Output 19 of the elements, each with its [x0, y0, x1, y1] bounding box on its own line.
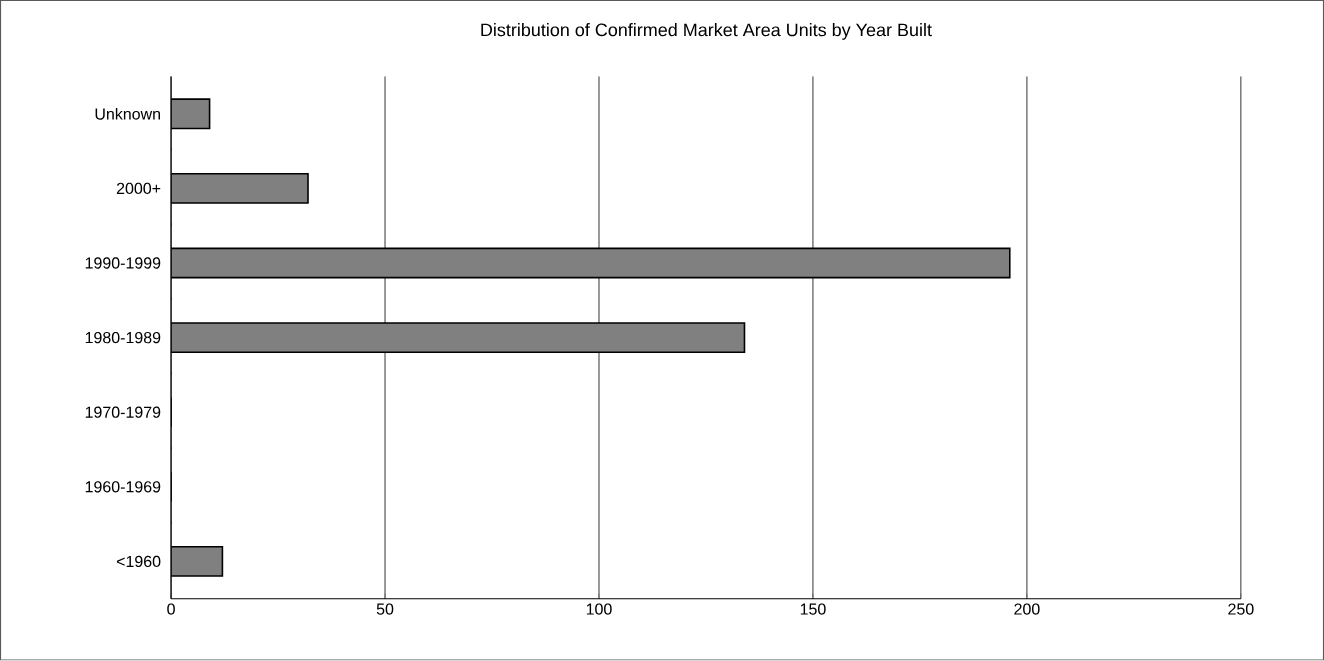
bar	[171, 173, 309, 205]
bar	[171, 322, 746, 354]
x-tick-label: 100	[586, 603, 612, 615]
y-tick-label: 1970-1979	[85, 406, 161, 419]
bar	[171, 98, 211, 130]
bar	[171, 546, 224, 578]
y-tick-label: 1960-1969	[85, 481, 161, 493]
y-tick-label: 1990-1999	[85, 257, 161, 269]
x-tick-label: 150	[800, 603, 826, 615]
y-tick-label: 1980-1989	[85, 332, 161, 344]
x-tick-label: 250	[1228, 603, 1254, 615]
x-tick-label: 0	[167, 603, 175, 615]
y-tick-label: <1960	[116, 555, 161, 568]
y-tick-label: 2000+	[116, 182, 161, 195]
chart-title: Distribution of Confirmed Market Area Units by Year Built	[481, 23, 932, 41]
x-tick-label: 200	[1014, 603, 1040, 615]
x-tick-label: 50	[376, 603, 394, 615]
y-tick-label: Unknown	[95, 108, 160, 120]
bar	[171, 247, 1011, 279]
